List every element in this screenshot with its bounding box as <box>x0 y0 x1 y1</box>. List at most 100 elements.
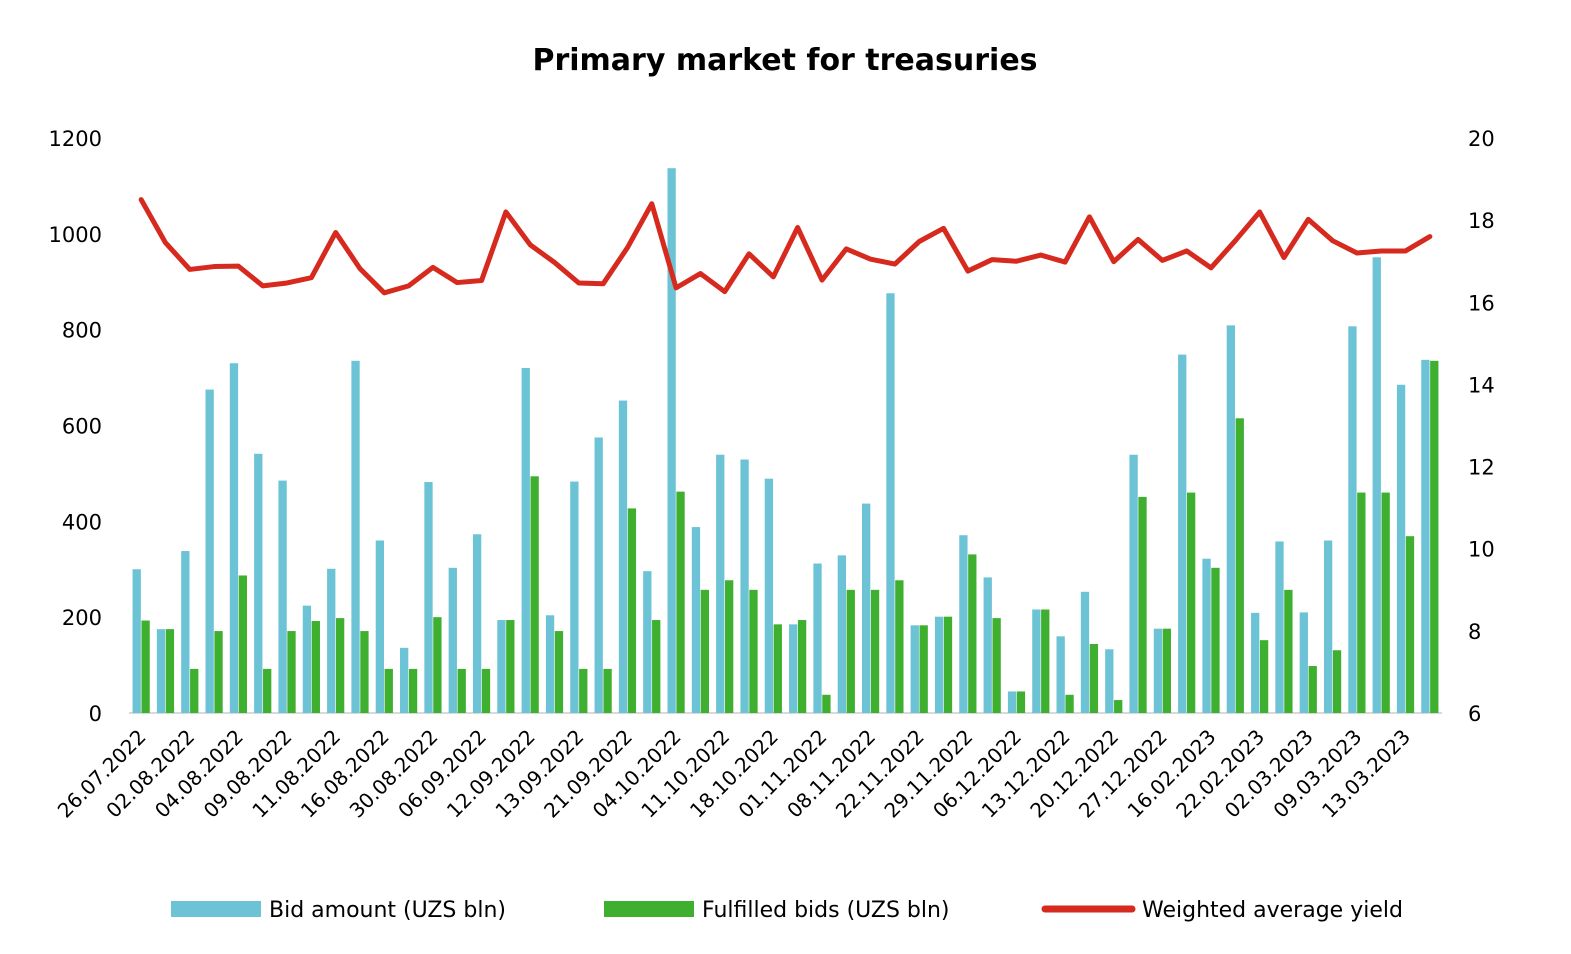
bid-amount-bar <box>132 569 141 713</box>
y-left-tick-label: 600 <box>62 415 102 439</box>
y-right-tick-label: 6 <box>1468 702 1481 726</box>
fulfilled-bids-bar <box>1114 700 1123 713</box>
bid-amount-bar <box>1299 612 1308 714</box>
bid-amount-bar <box>254 453 263 713</box>
bid-amount-bar <box>1226 325 1236 713</box>
fulfilled-bids-bar <box>822 694 831 713</box>
y-right-tick-label: 10 <box>1468 538 1495 562</box>
bid-amount-bar <box>570 481 579 713</box>
bid-amount-bar <box>545 615 555 713</box>
fulfilled-bids-bar <box>554 631 564 713</box>
fulfilled-bids-bar <box>1308 666 1317 713</box>
bid-amount-bar <box>351 360 360 713</box>
fulfilled-bids-bar <box>335 618 345 714</box>
bid-amount-bar <box>400 647 409 713</box>
fulfilled-bids-bar <box>1284 589 1293 713</box>
fulfilled-bids-bar <box>919 625 928 713</box>
legend-label-bid-amount: Bid amount (UZS bln) <box>269 898 506 923</box>
fulfilled-bids-bar <box>773 624 782 713</box>
fulfilled-bids-bar <box>408 668 418 713</box>
bid-amount-bar <box>1007 691 1017 713</box>
bid-amount-bar <box>1323 540 1333 713</box>
bid-amount-bar <box>1080 591 1090 713</box>
bid-amount-bar <box>1153 628 1163 713</box>
bid-amount-bar <box>1032 609 1041 713</box>
bid-amount-bar <box>1129 454 1138 713</box>
bid-amount-bar <box>862 503 871 713</box>
chart-title: Primary market for treasuries <box>532 43 1037 78</box>
axes: 0 200 400 600 800 1000 1200 6 8 10 12 14 16 18 20 <box>49 127 1495 726</box>
bid-amount-bar <box>156 629 166 713</box>
fulfilled-bids-bar <box>214 631 223 713</box>
bid-amount-bar <box>375 540 385 713</box>
bid-amount-bar <box>837 555 846 713</box>
fulfilled-bids-bar <box>1138 496 1147 713</box>
y-left-tick-label: 800 <box>62 319 102 343</box>
bid-amount-bar <box>789 624 798 713</box>
bid-amount-bar <box>181 551 190 713</box>
y-right-tick-label: 12 <box>1468 456 1495 480</box>
bid-amount-bar <box>1348 326 1357 713</box>
legend: Bid amount (UZS bln) Fulfilled bids (UZS … <box>171 898 1403 923</box>
bid-amount-bar <box>278 480 287 713</box>
fulfilled-bids-bar <box>1089 644 1099 713</box>
bid-amount-bar <box>813 563 822 713</box>
bid-amount-bar <box>959 535 968 713</box>
fulfilled-bids-bar <box>287 631 296 713</box>
fulfilled-bids-bar <box>797 620 807 713</box>
fulfilled-bids-bar <box>311 621 320 713</box>
bid-amount-bar <box>1056 636 1065 713</box>
bid-amount-bar <box>886 293 895 713</box>
fulfilled-bids-bar <box>1357 492 1366 713</box>
bid-amount-bar <box>497 620 506 713</box>
x-tick-labels: 26.07.202202.08.202204.08.202209.08.2022… <box>53 725 1415 823</box>
fulfilled-bids-bar <box>1381 492 1390 713</box>
bid-amount-bar <box>983 577 992 713</box>
bid-amount-bar <box>302 605 312 713</box>
fulfilled-bids-bar <box>1430 360 1439 713</box>
fulfilled-bids-bar <box>992 618 1001 714</box>
fulfilled-bids-bar <box>870 589 880 713</box>
fulfilled-bids-bar <box>1259 640 1269 713</box>
y-left-tick-label: 1000 <box>49 223 102 247</box>
y-left-tick-label: 200 <box>62 606 102 630</box>
legend-swatch-bid-amount <box>171 901 261 917</box>
fulfilled-bids-bar <box>1332 650 1342 713</box>
fulfilled-bids-bar <box>676 491 685 714</box>
fulfilled-bids-bar <box>1235 418 1244 713</box>
fulfilled-bids-bar <box>603 668 612 713</box>
fulfilled-bids-bar <box>384 668 393 713</box>
fulfilled-bids-bar <box>846 589 855 713</box>
bid-amount-bar <box>1202 558 1211 713</box>
legend-label-fulfilled-bids: Fulfilled bids (UZS bln) <box>702 898 950 923</box>
bid-amount-bar <box>594 437 603 713</box>
fulfilled-bids-bar <box>943 616 953 713</box>
y-right-tick-label: 14 <box>1468 373 1495 397</box>
fulfilled-bids-bar <box>652 620 661 713</box>
fulfilled-bids-bar <box>506 620 515 713</box>
bid-amount-bar <box>643 571 652 713</box>
y-right-tick-label: 18 <box>1468 209 1495 233</box>
bid-amount-bar <box>667 168 676 713</box>
bid-amount-bar <box>1396 384 1406 713</box>
bars <box>132 168 1439 714</box>
bid-amount-bar <box>327 568 336 713</box>
bid-amount-bar <box>448 567 457 713</box>
bid-amount-bar <box>934 616 944 713</box>
fulfilled-bids-bar <box>190 668 199 713</box>
fulfilled-bids-bar <box>579 668 588 713</box>
fulfilled-bids-bar <box>1405 536 1415 713</box>
fulfilled-bids-bar <box>433 617 442 713</box>
yield-line-group <box>138 197 1433 296</box>
bid-amount-bar <box>1178 354 1187 713</box>
legend-swatch-fulfilled-bids <box>604 901 694 917</box>
fulfilled-bids-bar <box>1016 691 1026 713</box>
fulfilled-bids-bar <box>1162 628 1171 713</box>
y-left-tick-label: 0 <box>89 702 102 726</box>
bid-amount-bar <box>205 389 214 713</box>
fulfilled-bids-bar <box>968 554 977 713</box>
fulfilled-bids-bar <box>1065 694 1074 713</box>
fulfilled-bids-bar <box>700 589 709 713</box>
fulfilled-bids-bar <box>1041 609 1050 713</box>
y-right-tick-label: 16 <box>1468 291 1495 315</box>
